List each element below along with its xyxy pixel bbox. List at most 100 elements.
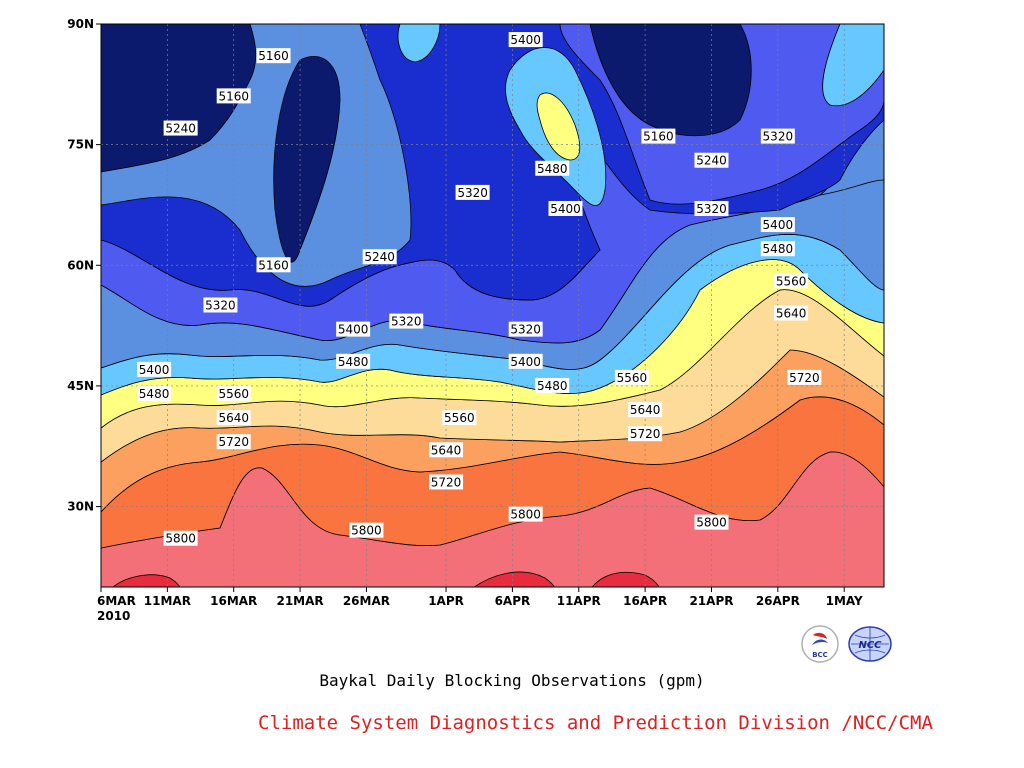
contour-label-background (694, 514, 729, 530)
contour-label-background (216, 385, 251, 401)
contour-label-text: 5320 (457, 186, 488, 200)
contour-label-5320: 5320 (508, 321, 543, 337)
contour-label-background (216, 410, 251, 426)
contour-label-5160: 5160 (256, 48, 291, 64)
contour-label-text: 5160 (258, 258, 289, 272)
band-5880-s (473, 571, 555, 587)
contour-label-background (774, 305, 809, 321)
contour-label-5160: 5160 (256, 257, 291, 273)
contour-label-5720: 5720 (628, 426, 663, 442)
contour-label-text: 5640 (776, 307, 807, 321)
contour-label-text: 5480 (763, 242, 794, 256)
contour-label-background (455, 184, 490, 200)
contour-label-text: 5800 (165, 532, 196, 546)
x-tick-label: 1APR (428, 594, 464, 608)
ridge-5480-north (536, 92, 581, 161)
contour-label-5240: 5240 (163, 120, 198, 136)
contour-label-5720: 5720 (216, 434, 251, 450)
contour-label-5480: 5480 (535, 160, 570, 176)
contour-label-text: 5480 (338, 355, 369, 369)
contour-label-background (137, 361, 172, 377)
band-5880-sw (112, 574, 181, 587)
y-tick-label: 75N (67, 138, 94, 152)
year-label: 2010 (97, 609, 130, 623)
contour-label-text: 5160 (218, 89, 249, 103)
band-5160 (101, 24, 884, 307)
x-tick-label: 21MAR (276, 594, 323, 608)
bcc-logo: BCC (800, 624, 840, 664)
ridge-5400-nw (397, 24, 441, 63)
contour-label-background (389, 313, 424, 329)
contour-label-text: 5400 (139, 363, 170, 377)
contour-label-5640: 5640 (216, 410, 251, 426)
contour-label-text: 5480 (537, 379, 568, 393)
contour-label-background (694, 200, 729, 216)
contour-label-text: 5480 (537, 162, 568, 176)
contour-label-5800: 5800 (163, 530, 198, 546)
contour-label-background (694, 152, 729, 168)
contour-label-text: 5320 (696, 202, 727, 216)
credit-line: Climate System Diagnostics and Predictio… (258, 712, 933, 734)
contour-label-5480: 5480 (760, 241, 795, 257)
x-tick-label: 21APR (689, 594, 733, 608)
contour-label-text: 5320 (763, 130, 794, 144)
contour-label-5400: 5400 (336, 321, 371, 337)
contour-label-5640: 5640 (774, 305, 809, 321)
contour-label-background (429, 442, 464, 458)
core-5080-east (589, 24, 752, 137)
contour-label-5560: 5560 (774, 273, 809, 289)
contour-label-text: 5720 (789, 371, 820, 385)
contour-label-background (256, 48, 291, 64)
contour-label-background (628, 426, 663, 442)
contour-label-text: 5800 (351, 524, 382, 538)
contour-label-5560: 5560 (442, 410, 477, 426)
contour-label-background (362, 249, 397, 265)
contour-label-5800: 5800 (508, 506, 543, 522)
svg-text:NCC: NCC (858, 640, 882, 651)
contour-label-text: 5320 (205, 299, 236, 313)
contour-label-text: 5400 (763, 218, 794, 232)
contour-label-background (508, 506, 543, 522)
contour-label-5640: 5640 (429, 442, 464, 458)
x-tick-label: 16APR (623, 594, 667, 608)
y-tick-label: 60N (67, 258, 94, 272)
contour-label-5640: 5640 (628, 402, 663, 418)
contour-label-text: 5720 (218, 435, 249, 449)
contour-label-background (774, 273, 809, 289)
contour-label-background (614, 369, 649, 385)
contour-label-text: 5320 (391, 315, 422, 329)
core-5080-west (101, 24, 257, 173)
contour-labels: 5160 5160 5240 5160 5240 5320 5400 5320 5480 5400… (137, 32, 822, 546)
contour-label-5240: 5240 (362, 249, 397, 265)
contour-label-5320: 5320 (455, 184, 490, 200)
chart-title: Baykal Daily Blocking Observations (gpm) (319, 671, 705, 690)
contour-label-5720: 5720 (429, 474, 464, 490)
contour-label-background (256, 257, 291, 273)
contour-label-5320: 5320 (694, 200, 729, 216)
contour-label-background (760, 128, 795, 144)
svg-text:BCC: BCC (812, 651, 828, 659)
contour-label-5560: 5560 (216, 385, 251, 401)
contour-label-text: 5560 (218, 387, 249, 401)
contour-label-text: 5560 (617, 371, 648, 385)
contour-label-background (163, 120, 198, 136)
contour-label-text: 5400 (510, 33, 541, 47)
contour-label-text: 5400 (550, 202, 581, 216)
contour-label-text: 5400 (338, 323, 369, 337)
y-axis-ticks: 90N 75N 60N 45N 30N (67, 17, 101, 514)
contour-label-background (336, 321, 371, 337)
y-tick-label: 45N (67, 379, 94, 393)
contour-label-5800: 5800 (694, 514, 729, 530)
contour-label-5480: 5480 (535, 377, 570, 393)
contour-label-text: 5240 (165, 122, 196, 136)
ncc-logo: NCC (846, 624, 894, 664)
y-tick-label: 90N (67, 17, 94, 31)
contour-label-background (429, 474, 464, 490)
contour-label-5400: 5400 (760, 217, 795, 233)
x-tick-label: 16MAR (210, 594, 257, 608)
contour-label-text: 5560 (444, 411, 475, 425)
contour-label-text: 5480 (139, 387, 170, 401)
contour-label-background (442, 410, 477, 426)
contour-label-background (641, 128, 676, 144)
